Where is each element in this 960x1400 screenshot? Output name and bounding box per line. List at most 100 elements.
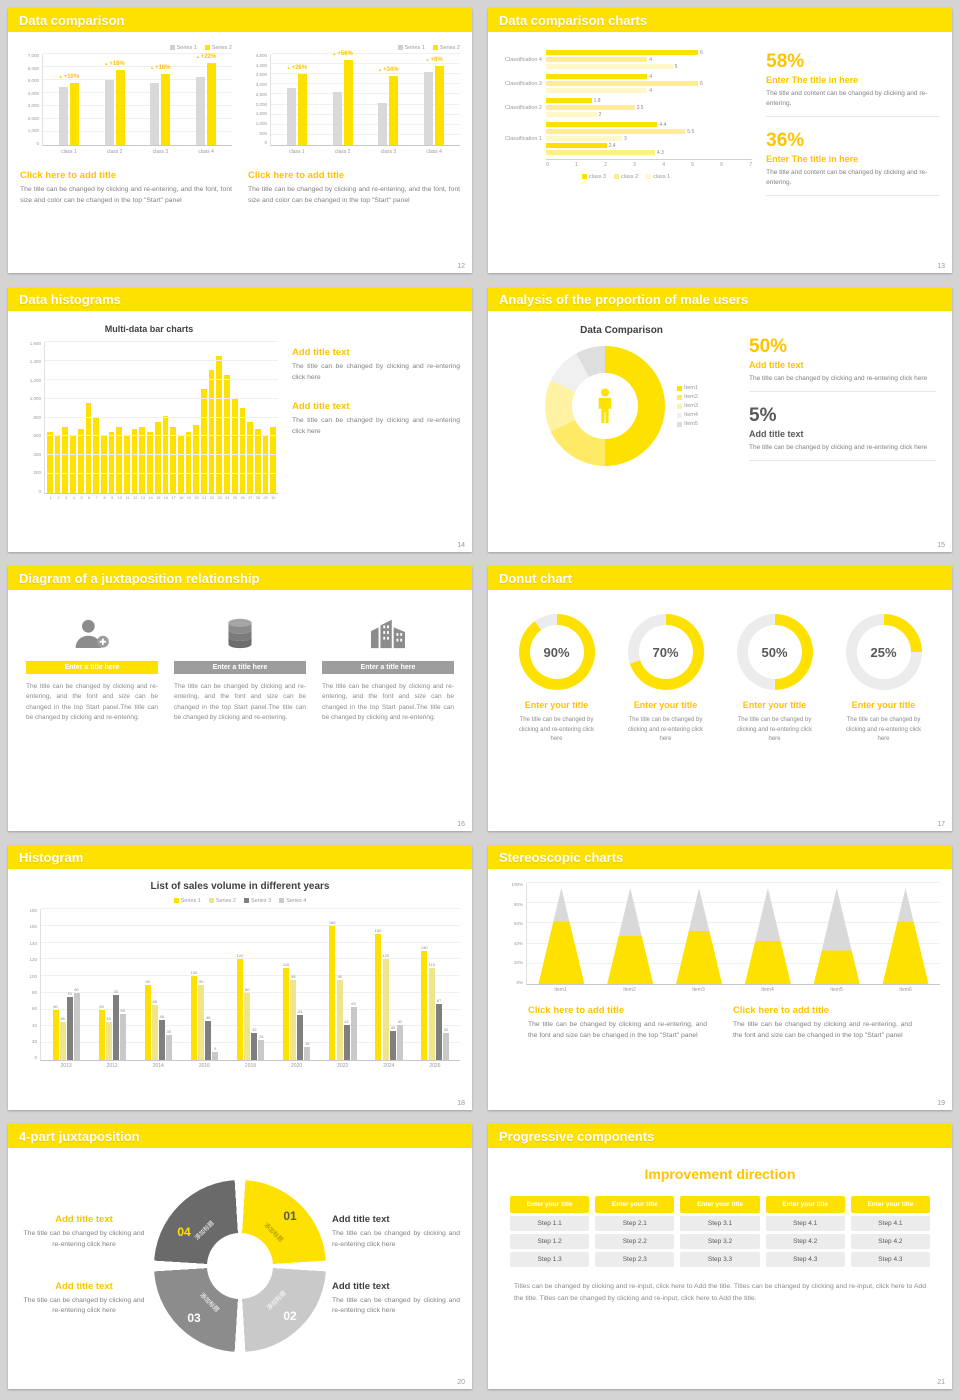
y-axis: 1,600 1,400 1,200 1,000 800 600 400 200 0 <box>20 341 44 494</box>
gridline <box>271 103 460 105</box>
bar <box>177 434 184 493</box>
block-body: The title can be changed by clicking and… <box>23 1296 145 1315</box>
bars: 4.4 5.5 3 2.4 4.3 <box>546 121 752 156</box>
bar <box>116 426 123 493</box>
y-tick: 1,400 <box>29 359 41 365</box>
x-tick: 19 <box>186 496 192 500</box>
value-label: 80 <box>74 986 79 992</box>
category-label: class 3 <box>152 149 169 155</box>
step-column: Enter your title Step 2.1 Step 2.2 Step 2.3 <box>595 1196 675 1267</box>
value-label: 67 <box>436 997 442 1003</box>
stats-panel: 58% Enter The title in here The title an… <box>766 46 940 259</box>
bar-column: 66 <box>151 909 158 1060</box>
gridline <box>43 53 232 54</box>
slide-13[interactable]: Data comparison charts Classification 4 6… <box>488 8 952 273</box>
bar <box>170 426 176 493</box>
value-label: 100 <box>190 970 198 976</box>
y-tick: 7,000 <box>27 53 39 58</box>
value-label: 90 <box>198 978 204 984</box>
slide-17[interactable]: Donut chart 90% Enter your title The title… <box>488 566 952 831</box>
slide-body: Multi-data bar charts 1,600 1,400 1,200 1,0… <box>8 311 472 552</box>
x-tick: 30 <box>271 496 276 500</box>
slide-15[interactable]: Analysis of the proportion of male users… <box>488 287 952 552</box>
value-label: 130 <box>420 944 428 950</box>
slide-18[interactable]: Histogram List of sales volume in differ… <box>8 845 472 1110</box>
category-label: 2022 <box>337 1063 349 1069</box>
gridline <box>527 882 940 883</box>
series1-bar <box>286 88 296 145</box>
step-cell: Step 4.3 <box>850 1252 931 1267</box>
x-tick: 10 <box>117 496 122 500</box>
legend-item: Series 1 <box>397 45 425 51</box>
bar <box>546 98 592 103</box>
bar <box>144 984 151 1060</box>
slide-19[interactable]: Stereoscopic charts 100% 80% 60% 40% 20% 0% I… <box>488 845 952 1110</box>
category-label: class 1 <box>61 149 77 155</box>
y-tick: 1,000 <box>27 128 39 133</box>
value-label: +10% <box>63 73 80 80</box>
value-label: 78 <box>113 988 118 994</box>
block-body: The title can be changed by clicking and… <box>292 417 460 435</box>
value-label: 24 <box>259 1033 264 1039</box>
category-label: 2012 <box>106 1063 118 1069</box>
legend-item: Item5 <box>677 421 698 427</box>
step-cell: Step 4.2 <box>850 1234 931 1249</box>
bar-column: 24 <box>258 909 265 1060</box>
block-title: Add title text <box>55 1214 113 1226</box>
bar <box>428 967 435 1060</box>
bar <box>239 408 246 493</box>
slide-21[interactable]: Progressive components Improvement direc… <box>488 1124 952 1389</box>
x-tick: Item5 <box>830 987 843 993</box>
plot-area: ▲ +26% class 1 ▲ +56% class 2 ▲ +34% class 3 ▲ +8%… <box>270 51 460 155</box>
y-tick: 4,500 <box>255 53 267 58</box>
grouped-bar-chart: 7,000 6,000 5,000 4,000 3,000 2,000 1,000 0 ▲ +10… <box>20 51 232 157</box>
donut-chart <box>545 346 666 466</box>
slide-title: 4-part juxtaposition <box>19 1128 140 1144</box>
block-body: The title can be changed by clicking and… <box>20 186 232 204</box>
bar <box>59 1022 66 1060</box>
stat-block: 50% Add title text The title can be chan… <box>749 336 936 392</box>
bar-column: 95 <box>336 909 343 1060</box>
segment-number: 01 <box>283 1208 297 1223</box>
chart-panel: Series 1 Series 2 7,000 6,000 5,000 4,000 3,0… <box>20 44 232 259</box>
donut-chart: 50% Enter your title The title can be chan… <box>726 614 823 745</box>
value-label: +34% <box>383 67 399 74</box>
y-tick: 60 <box>31 1006 37 1012</box>
text-panel: Add title text The title can be changed … <box>292 321 460 538</box>
slide-20[interactable]: 4-part juxtaposition Add title text The … <box>8 1124 472 1389</box>
bar <box>397 1024 403 1060</box>
slide-14[interactable]: Data histograms Multi-data bar charts 1,… <box>8 287 472 552</box>
legend-item: Item2 <box>677 394 698 400</box>
x-tick: 21 <box>202 496 207 500</box>
donut-title: Enter your title <box>524 700 589 710</box>
y-tick: 1,500 <box>255 111 267 117</box>
bars: 1.8 3.5 2 <box>546 97 752 118</box>
gridline <box>45 416 278 418</box>
bar-column: 16 <box>304 909 311 1060</box>
donut-center <box>572 373 639 439</box>
text-block: Add title text The title can be changed … <box>292 347 460 383</box>
chart-legend: Series 1 Series 2 Series 3 Series 4 <box>20 897 460 904</box>
slide-16[interactable]: Diagram of a juxtaposition relationship … <box>8 566 472 831</box>
bar-group: ▲ +26% class 1 <box>274 54 320 155</box>
legend-label: class 3 <box>588 173 606 180</box>
column-header-button: Enter your title <box>765 1196 845 1213</box>
y-tick: 2,500 <box>255 91 267 97</box>
slide-title: Data histograms <box>19 291 121 307</box>
segment-label: 添加标题 <box>194 1219 216 1242</box>
bar <box>546 57 648 62</box>
slide-12[interactable]: Data comparison Series 1 Series 2 7,000 6,… <box>8 8 472 273</box>
up-arrow-icon: ▲ <box>58 73 63 79</box>
block-title: Click here to add title <box>733 1005 830 1016</box>
legend-swatch <box>677 421 683 427</box>
gridline <box>41 975 460 977</box>
gridline <box>43 92 232 93</box>
gridline <box>271 53 460 54</box>
x-tick: 2 <box>57 496 60 500</box>
y-tick: 120 <box>29 957 37 963</box>
block-title: Add title text <box>292 401 350 413</box>
category-label: class 4 <box>426 149 442 155</box>
bars: 4 6 4 <box>546 73 752 94</box>
category-label: Classification 1 <box>505 135 542 142</box>
